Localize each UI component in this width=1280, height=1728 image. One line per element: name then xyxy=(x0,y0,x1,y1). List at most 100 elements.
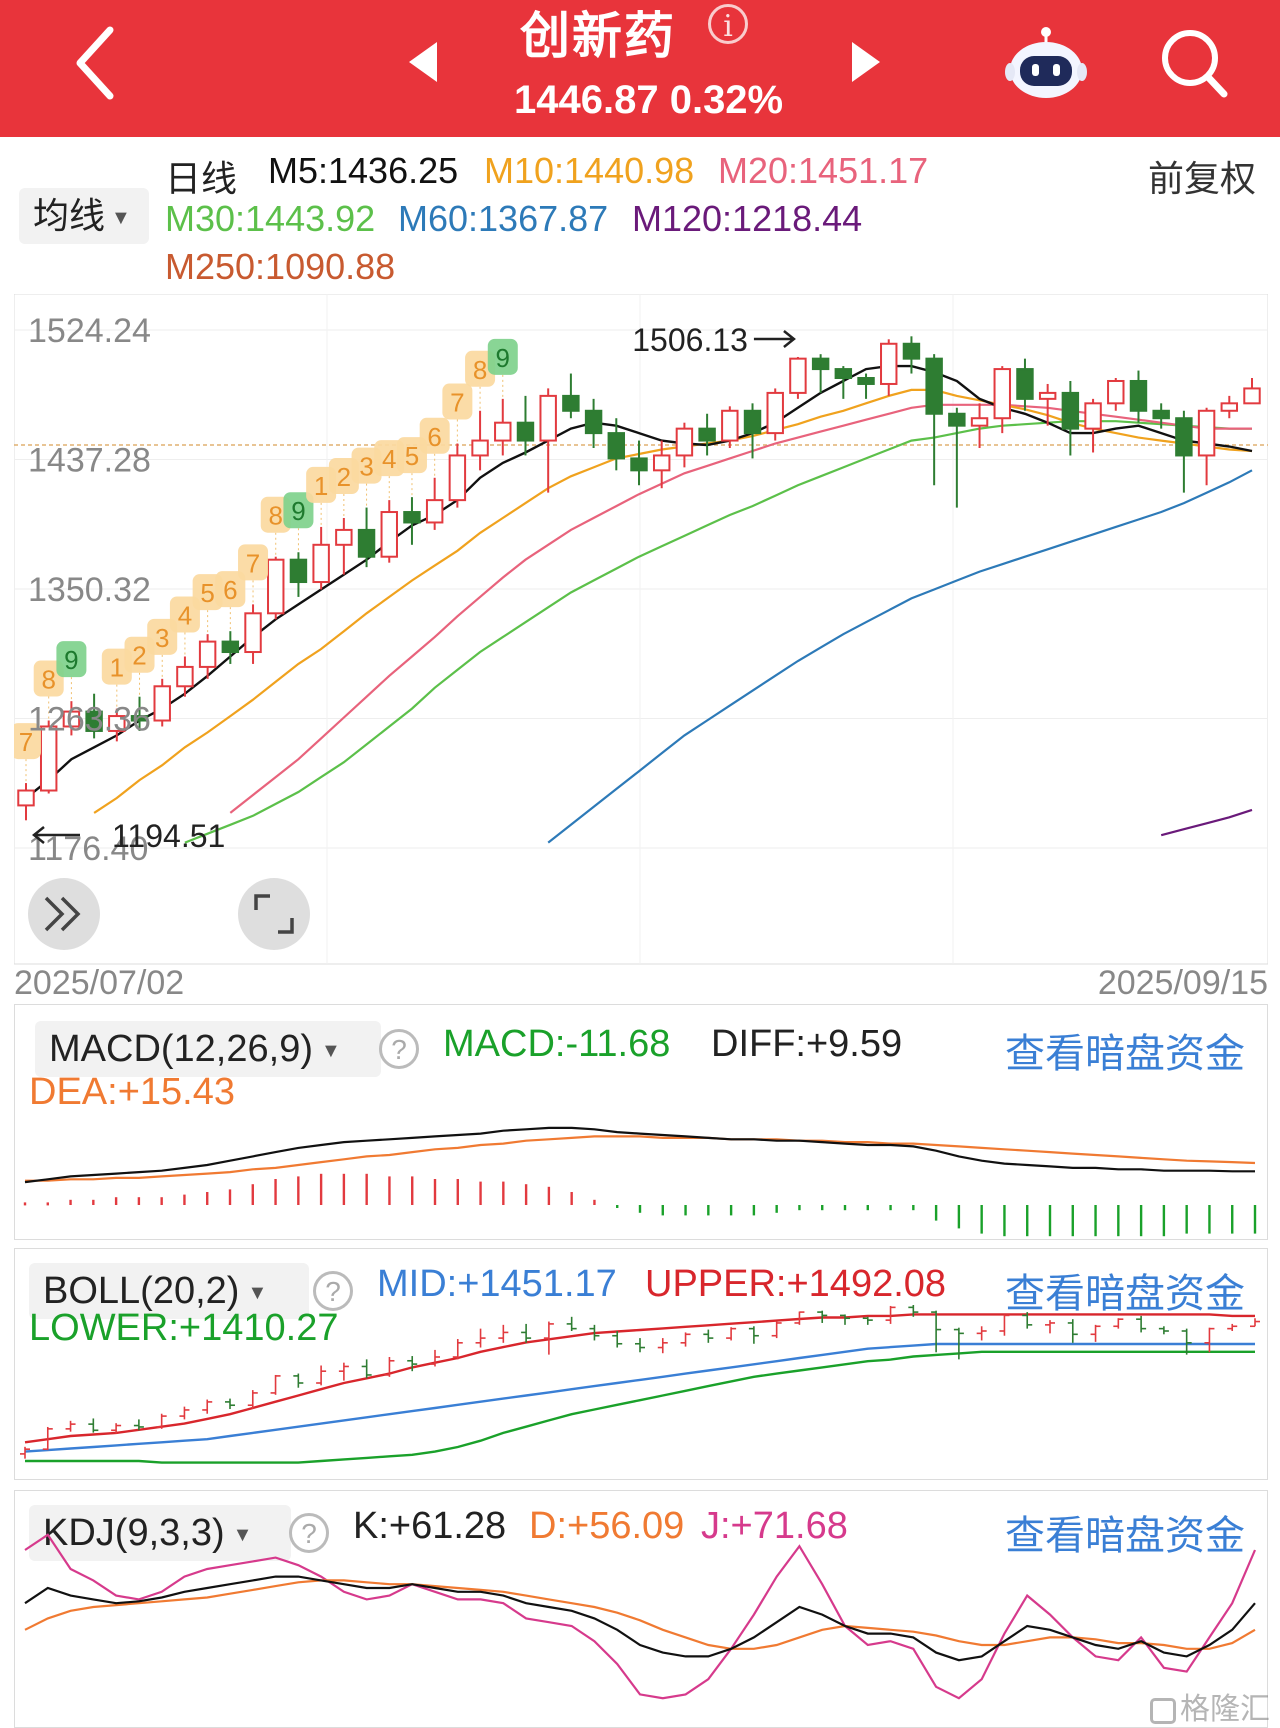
ma-dropdown[interactable]: 均线 ▼ xyxy=(19,188,149,244)
td-count-badge xyxy=(419,417,450,454)
macd-value: MACD:-11.68 xyxy=(443,1023,671,1065)
candle-body xyxy=(675,427,694,457)
candle-body xyxy=(562,394,580,412)
candle-body xyxy=(857,377,875,385)
candle-body xyxy=(221,640,240,654)
y-tick-label: 1524.24 xyxy=(28,312,151,350)
macd-dropdown-label: MACD(12,26,9) xyxy=(49,1028,313,1070)
y-tick-label: 1263.36 xyxy=(28,701,151,739)
candle-body xyxy=(789,357,807,394)
boll-dropdown[interactable]: BOLL(20,2) ▼ xyxy=(29,1263,309,1319)
ma-dropdown-label: 均线 xyxy=(33,195,106,236)
td-count-badge xyxy=(260,496,291,533)
candle-body xyxy=(1084,402,1102,430)
td-count-badge xyxy=(396,437,427,474)
kdj-panel: KDJ(9,3,3) ▼ ? K:+61.28 D:+56.09 J:+71.68… xyxy=(14,1490,1268,1728)
ma-line-m120 xyxy=(1160,808,1253,837)
candle-body xyxy=(425,499,444,524)
candle-body xyxy=(448,454,467,502)
kdj-j-line xyxy=(24,1533,1257,1700)
help-icon[interactable]: ? xyxy=(289,1513,329,1553)
candle-body xyxy=(539,394,557,442)
adjust-toggle[interactable]: 前复权 xyxy=(1148,158,1257,199)
boll-lower-line xyxy=(25,1350,1255,1464)
td-count-badge xyxy=(33,660,64,697)
candle-body xyxy=(743,409,762,435)
td-count-badge xyxy=(169,596,200,633)
td-label: 5 xyxy=(200,578,214,608)
high-price-label: 1506.13 xyxy=(632,322,748,358)
ma30-value: M30:1443.92 xyxy=(165,198,376,239)
candle-body xyxy=(494,421,512,442)
ma-line-m10 xyxy=(93,388,1253,814)
price-change: 1446.87 0.32% xyxy=(514,78,784,122)
td-nine-badge xyxy=(487,338,518,375)
robot-icon[interactable] xyxy=(1004,22,1088,102)
kdj-k-value: K:+61.28 xyxy=(353,1505,507,1547)
td-label: 2 xyxy=(337,462,351,492)
fullscreen-button xyxy=(238,878,310,950)
candle-body xyxy=(834,368,853,380)
td-label: 3 xyxy=(359,452,373,482)
boll-mid-value: MID:+1451.17 xyxy=(377,1263,617,1305)
td-label: 2 xyxy=(132,641,146,671)
chart-frame xyxy=(14,294,1268,965)
candle-body xyxy=(471,439,489,457)
macd-chart xyxy=(23,1126,1257,1237)
macd-panel: MACD(12,26,9) ▼ ? MACD:-11.68 DIFF:+9.59 … xyxy=(14,1004,1268,1240)
chevron-left-icon[interactable] xyxy=(70,18,130,108)
page-title: 创新药 xyxy=(520,8,676,64)
dark-pool-link[interactable]: 查看暗盘资金 xyxy=(1005,1514,1245,1558)
help-icon[interactable]: ? xyxy=(379,1029,419,1069)
candle-body xyxy=(312,543,330,584)
kdj-k-line xyxy=(24,1575,1256,1662)
td-count-badge xyxy=(124,636,155,673)
candle-body xyxy=(607,432,626,460)
dea-line xyxy=(25,1135,1256,1182)
boll-upper-line xyxy=(24,1313,1255,1444)
candle-body xyxy=(62,710,81,728)
caret-down-icon: ▼ xyxy=(320,1039,341,1062)
candle-body xyxy=(1175,417,1193,457)
ma-line-m60 xyxy=(547,469,1253,844)
td-nine-badge xyxy=(56,641,87,678)
td-count-badge xyxy=(147,618,178,655)
td-nine-badge xyxy=(283,492,314,529)
dark-pool-link[interactable]: 查看暗盘资金 xyxy=(1005,1032,1245,1076)
ma120-value: M120:1218.44 xyxy=(632,198,863,239)
td-count-badge xyxy=(215,571,246,608)
dark-pool-link[interactable]: 查看暗盘资金 xyxy=(1005,1272,1245,1316)
watermark: 格隆汇 xyxy=(1150,1684,1270,1728)
triangle-right-icon[interactable] xyxy=(848,40,884,84)
low-price-label: 1194.51 xyxy=(112,818,225,854)
y-tick-label: 1437.28 xyxy=(28,442,151,480)
info-icon[interactable]: i xyxy=(708,4,748,44)
td-count-badge xyxy=(192,574,223,611)
caret-down-icon: ▼ xyxy=(111,207,131,230)
caret-down-icon: ▼ xyxy=(247,1281,268,1304)
candle-body xyxy=(1016,368,1034,400)
ma-line-m20 xyxy=(229,403,1252,814)
diff-value: DIFF:+9.59 xyxy=(711,1023,903,1065)
candle-body xyxy=(584,409,603,435)
candle-body xyxy=(108,715,126,732)
kdj-dropdown[interactable]: KDJ(9,3,3) ▼ xyxy=(29,1505,291,1561)
td-label: 1 xyxy=(314,471,328,501)
candle-body xyxy=(357,528,376,558)
kdj-chart xyxy=(24,1533,1257,1700)
help-icon[interactable]: ? xyxy=(313,1271,353,1311)
candle-body xyxy=(335,528,353,546)
double-chevron-right-icon xyxy=(44,896,81,932)
boll-mid-line xyxy=(24,1342,1255,1453)
candle-body xyxy=(17,789,35,807)
triangle-left-icon[interactable] xyxy=(405,40,441,84)
search-icon[interactable] xyxy=(1158,24,1232,104)
candle-body xyxy=(993,368,1011,420)
td-label: 8 xyxy=(41,665,55,695)
candle-body xyxy=(267,558,285,615)
candle-body xyxy=(766,391,784,435)
boll-panel: BOLL(20,2) ▼ ? MID:+1451.17 UPPER:+1492.0… xyxy=(14,1248,1268,1480)
macd-dropdown[interactable]: MACD(12,26,9) ▼ xyxy=(35,1021,381,1077)
ma60-value: M60:1367.87 xyxy=(398,198,609,239)
